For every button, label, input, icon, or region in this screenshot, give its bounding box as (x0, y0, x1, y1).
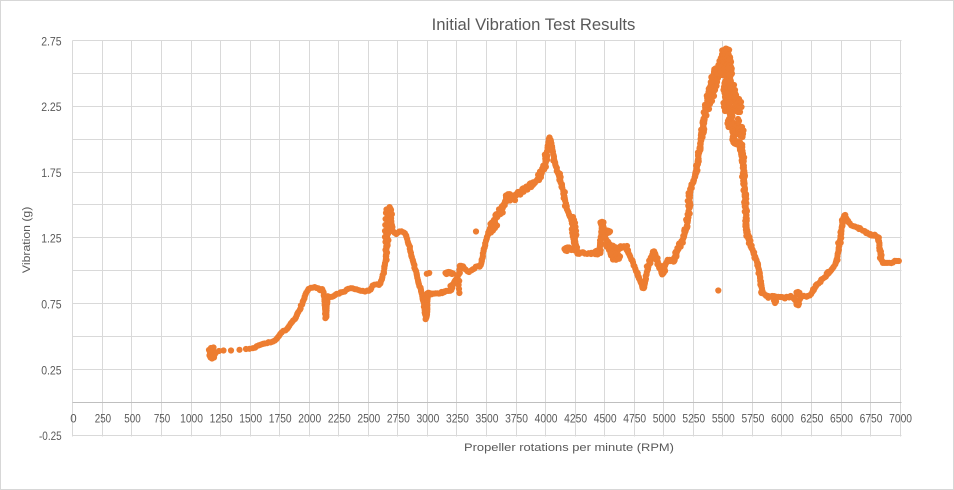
svg-text:5750: 5750 (741, 413, 764, 425)
svg-text:2750: 2750 (387, 413, 410, 425)
svg-text:5500: 5500 (712, 413, 735, 425)
svg-text:750: 750 (154, 413, 170, 425)
svg-text:2500: 2500 (357, 413, 380, 425)
svg-text:6250: 6250 (801, 413, 824, 425)
svg-text:0.75: 0.75 (41, 300, 61, 312)
svg-text:0: 0 (70, 413, 76, 425)
svg-text:3000: 3000 (416, 413, 439, 425)
svg-text:2.75: 2.75 (41, 36, 61, 48)
svg-text:2000: 2000 (298, 413, 321, 425)
svg-text:Propeller rotations per minute: Propeller rotations per minute (RPM) (464, 442, 674, 454)
svg-text:3250: 3250 (446, 413, 469, 425)
svg-text:5250: 5250 (682, 413, 705, 425)
svg-text:6750: 6750 (860, 413, 883, 425)
svg-text:Vibration (g): Vibration (g) (21, 207, 33, 273)
svg-text:6500: 6500 (830, 413, 853, 425)
svg-text:5000: 5000 (653, 413, 676, 425)
svg-text:250: 250 (95, 413, 111, 425)
svg-text:-0.25: -0.25 (39, 431, 62, 443)
svg-text:2.25: 2.25 (41, 102, 61, 114)
svg-text:2250: 2250 (328, 413, 351, 425)
svg-text:4750: 4750 (623, 413, 646, 425)
svg-text:500: 500 (124, 413, 140, 425)
svg-text:3500: 3500 (476, 413, 499, 425)
svg-text:1.25: 1.25 (41, 234, 61, 246)
svg-text:0.25: 0.25 (41, 365, 61, 377)
svg-text:1.75: 1.75 (41, 168, 61, 180)
svg-text:4000: 4000 (535, 413, 558, 425)
svg-text:1750: 1750 (269, 413, 292, 425)
svg-text:6000: 6000 (771, 413, 794, 425)
svg-text:1500: 1500 (239, 413, 262, 425)
svg-text:7000: 7000 (889, 413, 912, 425)
svg-text:1000: 1000 (180, 413, 203, 425)
svg-text:Initial Vibration Test Results: Initial Vibration Test Results (432, 16, 636, 34)
svg-text:3750: 3750 (505, 413, 528, 425)
svg-text:4500: 4500 (594, 413, 617, 425)
svg-text:4250: 4250 (564, 413, 587, 425)
svg-text:1250: 1250 (210, 413, 233, 425)
